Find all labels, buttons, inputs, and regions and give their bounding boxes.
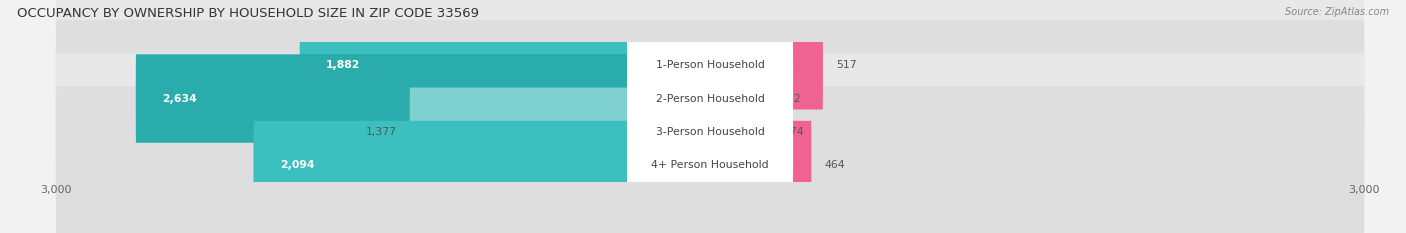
FancyBboxPatch shape — [136, 54, 710, 143]
FancyBboxPatch shape — [710, 54, 768, 143]
FancyBboxPatch shape — [627, 55, 793, 142]
FancyBboxPatch shape — [710, 88, 770, 176]
Text: 517: 517 — [835, 60, 856, 70]
FancyBboxPatch shape — [253, 121, 710, 209]
FancyBboxPatch shape — [710, 21, 823, 110]
FancyBboxPatch shape — [299, 21, 710, 110]
Text: 2-Person Household: 2-Person Household — [655, 93, 765, 103]
Text: 4+ Person Household: 4+ Person Household — [651, 160, 769, 170]
Text: 3-Person Household: 3-Person Household — [655, 127, 765, 137]
Text: 2,634: 2,634 — [162, 93, 197, 103]
Text: 2,094: 2,094 — [280, 160, 315, 170]
FancyBboxPatch shape — [627, 121, 793, 209]
FancyBboxPatch shape — [56, 20, 1364, 177]
Text: Source: ZipAtlas.com: Source: ZipAtlas.com — [1285, 7, 1389, 17]
FancyBboxPatch shape — [627, 88, 793, 175]
FancyBboxPatch shape — [56, 53, 1364, 210]
Text: 1,377: 1,377 — [366, 127, 396, 137]
Text: 1,882: 1,882 — [326, 60, 360, 70]
FancyBboxPatch shape — [56, 86, 1364, 233]
Text: 274: 274 — [783, 127, 803, 137]
FancyBboxPatch shape — [710, 121, 811, 209]
FancyBboxPatch shape — [56, 0, 1364, 144]
FancyBboxPatch shape — [627, 22, 793, 109]
FancyBboxPatch shape — [409, 88, 710, 176]
Text: 262: 262 — [780, 93, 801, 103]
Text: OCCUPANCY BY OWNERSHIP BY HOUSEHOLD SIZE IN ZIP CODE 33569: OCCUPANCY BY OWNERSHIP BY HOUSEHOLD SIZE… — [17, 7, 479, 20]
Text: 1-Person Household: 1-Person Household — [655, 60, 765, 70]
Text: 464: 464 — [824, 160, 845, 170]
